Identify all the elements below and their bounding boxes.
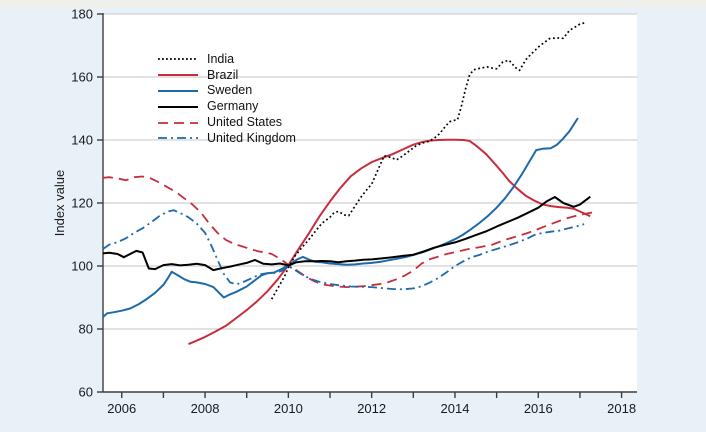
united-states-line-swatch — [158, 121, 198, 124]
x-tick-label-2008: 2008 — [191, 401, 220, 416]
chart-legend: India Brazil Sweden Germany United State… — [157, 51, 296, 146]
x-tick-label-2012: 2012 — [357, 401, 386, 416]
brazil-line-swatch — [158, 73, 198, 76]
x-tick-label-2018: 2018 — [607, 401, 636, 416]
y-tick-label-60: 60 — [79, 385, 93, 400]
y-tick-label-140: 140 — [71, 133, 93, 148]
y-tick-label-160: 160 — [71, 70, 93, 85]
legend-item-india: India — [157, 51, 296, 67]
x-tick-label-2010: 2010 — [274, 401, 303, 416]
y-tick-label-80: 80 — [79, 322, 93, 337]
legend-item-germany: Germany — [157, 99, 296, 115]
series-line-sweden — [102, 117, 579, 318]
legend-label-united-kingdom: United Kingdom — [207, 131, 296, 146]
y-axis-title: Index value — [52, 170, 67, 237]
x-tick-label-2016: 2016 — [524, 401, 553, 416]
y-tick-label-120: 120 — [71, 196, 93, 211]
x-tick-label-2006: 2006 — [107, 401, 136, 416]
legend-label-germany: Germany — [207, 99, 259, 114]
x-tick-label-2014: 2014 — [441, 401, 470, 416]
legend-item-united-states: United States — [157, 115, 296, 131]
legend-item-brazil: Brazil — [157, 67, 296, 83]
legend-label-united-states: United States — [207, 115, 283, 130]
y-tick-label-180: 180 — [71, 7, 93, 22]
legend-item-united-kingdom: United Kingdom — [157, 130, 296, 146]
series-line-united-states — [102, 175, 593, 289]
series-line-united-kingdom — [102, 209, 585, 291]
india-line-swatch — [158, 58, 198, 60]
legend-label-brazil: Brazil — [207, 67, 239, 82]
united-kingdom-line-swatch — [158, 137, 198, 140]
y-tick-label-100: 100 — [71, 259, 93, 274]
sweden-line-swatch — [158, 89, 198, 92]
window-top-edge — [0, 0, 706, 8]
legend-label-india: India — [207, 51, 235, 66]
legend-item-sweden: Sweden — [157, 83, 296, 99]
series-line-india — [270, 21, 587, 300]
legend-label-sweden: Sweden — [207, 83, 253, 98]
germany-line-swatch — [158, 105, 198, 108]
series-line-brazil — [188, 138, 591, 346]
series-line-germany — [102, 195, 591, 272]
